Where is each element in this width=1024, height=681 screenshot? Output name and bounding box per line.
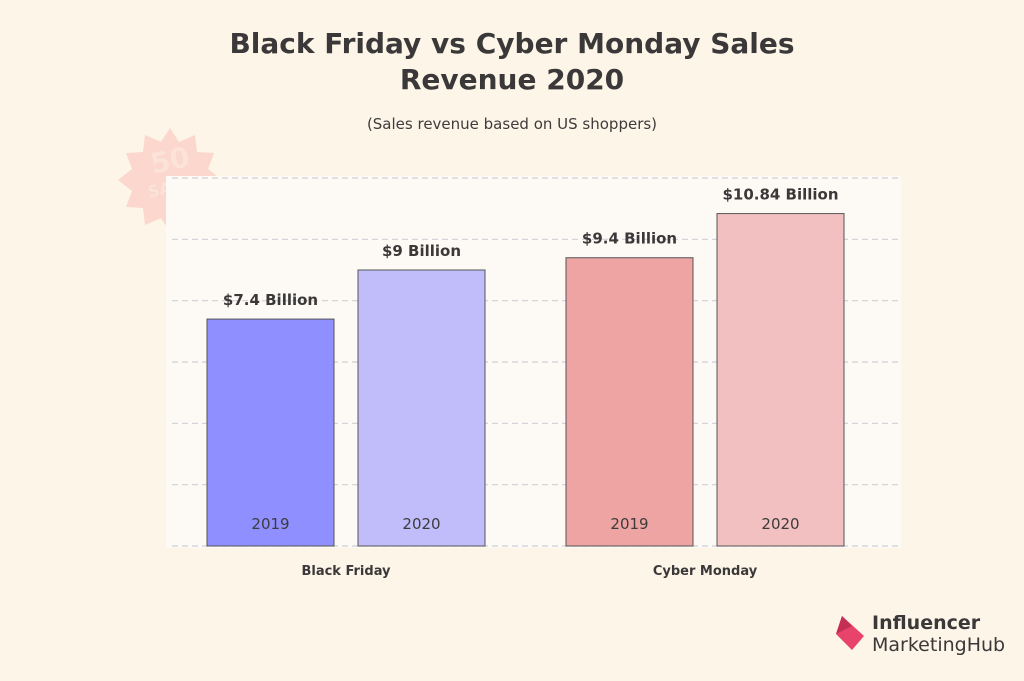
bar-cyber-monday-2019 [565,257,694,547]
brand-logo-line-2: MarketingHub [872,634,1006,656]
bar-value-label: $7.4 Billion [223,291,318,309]
bar-year-label: 2020 [761,515,799,533]
bar-year-label: 2019 [251,515,289,533]
brand-logo: Influencer MarketingHub [834,612,1014,656]
bar-value-label: $9.4 Billion [582,230,677,248]
brand-logo-icon [836,616,864,650]
chart-subtitle: (Sales revenue based on US shoppers) [366,115,658,133]
chart-title: Black Friday vs Cyber Monday Sales Reven… [0,26,1024,98]
bar-cyber-monday-2020 [716,213,845,547]
category-label: Black Friday [301,564,391,579]
bar-year-label: 2020 [402,515,440,533]
bar-black-friday-2019 [206,318,335,547]
chart-title-line-2: Revenue 2020 [399,63,625,96]
bar-year-label: 2019 [610,515,648,533]
bar-black-friday-2020 [357,269,486,547]
category-label: Cyber Monday [653,564,758,579]
brand-logo-line-1: Influencer [872,612,981,634]
bar-value-label: $9 Billion [382,242,461,260]
bar-value-label: $10.84 Billion [722,186,838,204]
chart-title-line-1: Black Friday vs Cyber Monday Sales [229,27,795,60]
